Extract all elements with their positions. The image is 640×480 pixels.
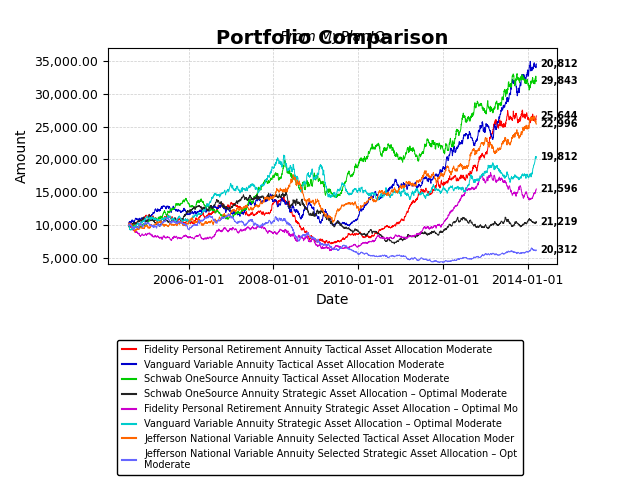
Text: 21,596: 21,596 <box>541 184 578 194</box>
Line: Fidelity Personal Retirement Annuity Strategic Asset Allocation – Optimal Mo: Fidelity Personal Retirement Annuity Str… <box>129 172 536 251</box>
Line: Schwab OneSource Annuity Tactical Asset Allocation Moderate: Schwab OneSource Annuity Tactical Asset … <box>129 73 536 228</box>
Legend: Fidelity Personal Retirement Annuity Tactical Asset Allocation Moderate, Vanguar: Fidelity Personal Retirement Annuity Tac… <box>117 340 523 475</box>
X-axis label: Date: Date <box>316 293 349 307</box>
Y-axis label: Amount: Amount <box>15 129 29 183</box>
Line: Schwab OneSource Annuity Strategic Asset Allocation – Optimal Moderate: Schwab OneSource Annuity Strategic Asset… <box>129 191 536 244</box>
Text: From MyPlanIQ: From MyPlanIQ <box>280 30 385 44</box>
Title: Portfolio Comparison: Portfolio Comparison <box>216 29 449 48</box>
Line: Vanguard Variable Annuity Strategic Asset Allocation – Optimal Moderate: Vanguard Variable Annuity Strategic Asse… <box>129 155 536 230</box>
Line: Jefferson National Variable Annuity Selected Strategic Asset Allocation – Opt
Moderate: Jefferson National Variable Annuity Sele… <box>129 214 536 263</box>
Text: 20,312: 20,312 <box>541 245 578 255</box>
Line: Jefferson National Variable Annuity Selected Tactical Asset Allocation Moder: Jefferson National Variable Annuity Sele… <box>129 116 536 232</box>
Text: 21,219: 21,219 <box>541 217 578 227</box>
Text: 22,996: 22,996 <box>541 119 578 129</box>
Line: Fidelity Personal Retirement Annuity Tactical Asset Allocation Moderate: Fidelity Personal Retirement Annuity Tac… <box>129 110 536 244</box>
Line: Vanguard Variable Annuity Tactical Asset Allocation Moderate: Vanguard Variable Annuity Tactical Asset… <box>129 61 536 226</box>
Text: 19,812: 19,812 <box>541 152 578 162</box>
Text: 29,843: 29,843 <box>541 76 578 85</box>
Text: 25,644: 25,644 <box>541 111 578 121</box>
Text: 20,812: 20,812 <box>541 59 578 69</box>
